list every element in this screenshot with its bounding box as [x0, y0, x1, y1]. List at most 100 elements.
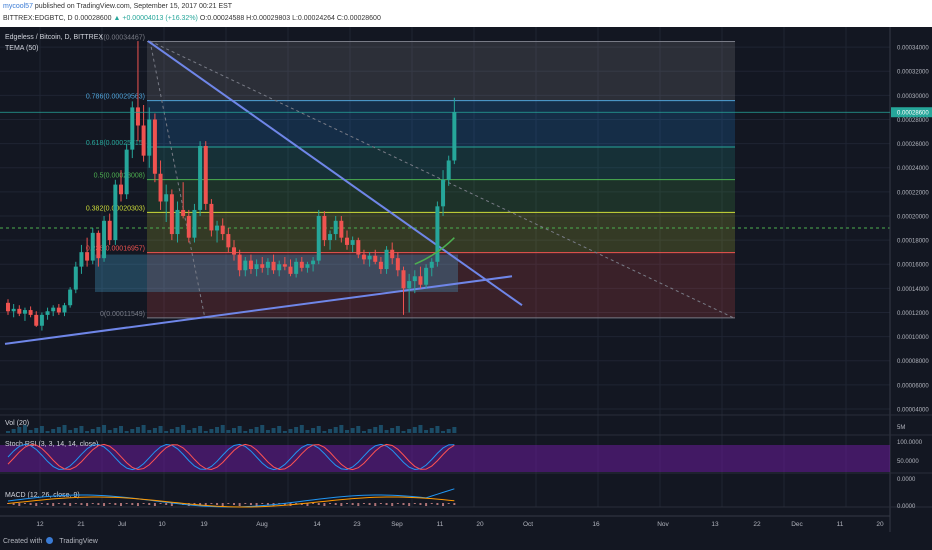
candle-body: [424, 267, 429, 285]
candle-body: [345, 237, 349, 245]
fib-zone: [147, 147, 735, 180]
candle-body: [265, 261, 270, 268]
candle-body: [294, 261, 299, 274]
macd-histogram-bar: [114, 503, 117, 505]
candle-body: [45, 311, 50, 315]
macd-histogram-bar: [402, 503, 405, 505]
macd-histogram-bar: [74, 503, 77, 504]
fib-zone: [147, 179, 735, 213]
author-link[interactable]: mycool57: [3, 3, 33, 10]
volume-bar: [356, 426, 361, 433]
volume-bar: [181, 425, 186, 433]
price-change: ▲ +0.00004013 (+16.32%): [113, 15, 198, 22]
macd-histogram-bar: [199, 503, 202, 505]
macd-legend: MACD (12, 26, close, 9): [5, 492, 80, 499]
stoch-d-line: [7, 443, 455, 471]
price-axis-tick: 0.00034000: [897, 46, 929, 52]
volume-bar: [316, 426, 321, 433]
chart-area[interactable]: 1(0.00034467) 0.786(0.00029563) 0.618(0.00…: [0, 27, 932, 550]
candle-body: [401, 270, 406, 289]
price-axis-tick: 0.00018000: [897, 239, 929, 245]
volume-bar: [107, 430, 112, 433]
published-text: published on TradingView.com, September …: [32, 3, 233, 10]
volume-bar: [243, 431, 248, 433]
candle-body: [395, 258, 400, 271]
candle-body: [130, 107, 135, 150]
macd-histogram-bar: [396, 503, 399, 504]
volume-bar: [220, 425, 225, 433]
fib-level-label: 0.786(0.00029563): [86, 94, 145, 101]
volume-bar: [390, 428, 395, 433]
signal-line: [7, 496, 455, 508]
candle-body: [361, 254, 366, 260]
tema-line: [414, 237, 455, 265]
macd-histogram-bar: [35, 503, 38, 506]
volume-bar: [169, 429, 174, 433]
volume-bar: [34, 428, 39, 433]
candle-body: [452, 112, 457, 161]
symbol-line: BITTREX:EDGBTC, D 0.00028600 ▲ +0.000040…: [3, 15, 381, 22]
time-axis-tick: Dec: [791, 521, 803, 528]
candle-body: [350, 240, 355, 245]
macd-histogram-bar: [80, 503, 83, 505]
fib-level-label: 1(0.00034467): [99, 34, 145, 41]
macd-histogram-bar: [91, 503, 94, 504]
candle-body: [209, 203, 214, 231]
stoch-axis-tick: 100.0000: [897, 440, 923, 446]
descending-trendline: [147, 40, 523, 307]
tradingview-logo-icon: [46, 537, 54, 544]
volume-bar: [429, 428, 434, 433]
volume-bar: [271, 428, 276, 433]
candle-body: [435, 206, 440, 262]
volume-bar: [260, 425, 265, 433]
volume-bar: [175, 427, 180, 433]
volume-bar: [282, 431, 287, 433]
volume-bar: [152, 428, 157, 433]
volume-bar: [147, 430, 152, 433]
volume-bar: [11, 429, 16, 433]
macd-histogram-bar: [368, 503, 371, 505]
macd-histogram-bar: [442, 503, 445, 506]
publication-line: mycool57 published on TradingView.com, S…: [3, 3, 232, 10]
macd-histogram-bar: [221, 503, 224, 506]
macd-histogram-bar: [334, 503, 337, 505]
volume-bar: [62, 425, 67, 433]
volume-bar: [288, 429, 293, 433]
stoch-legend: Stoch RSI (3, 3, 14, 14, close): [5, 441, 98, 448]
volume-bar: [130, 429, 135, 433]
time-axis-tick: 22: [753, 521, 761, 528]
macd-histogram-bar: [340, 503, 343, 506]
candle-body: [90, 232, 95, 261]
volume-bar: [345, 430, 349, 433]
stoch-axis-tick: 50.0000: [897, 459, 919, 465]
time-axis-tick: 20: [876, 521, 884, 528]
fib-level-label: 0.236(0.00016957): [86, 246, 145, 253]
volume-bar: [311, 428, 316, 433]
macd-histogram-bar: [379, 503, 382, 504]
price-axis-tick: 0.00006000: [897, 383, 929, 389]
candle-body: [85, 252, 90, 261]
fib-trend-dashed-line: [149, 40, 206, 319]
tradingview-brand[interactable]: TradingView: [59, 538, 98, 545]
macd-histogram-bar: [436, 503, 439, 505]
candle-body: [181, 209, 186, 216]
macd-histogram-bar: [165, 503, 168, 505]
price-chart[interactable]: 1(0.00034467) 0.786(0.00029563) 0.618(0.00…: [0, 27, 932, 532]
time-axis-tick: 12: [36, 521, 44, 528]
volume-bar: [328, 429, 333, 433]
candle-body: [79, 252, 84, 267]
macd-histogram-bar: [413, 503, 416, 504]
macd-histogram-bar: [23, 503, 26, 504]
volume-bar: [305, 430, 310, 433]
volume-bar: [452, 427, 457, 433]
volume-bar: [158, 426, 163, 433]
macd-axis-tick: 0.0000: [897, 504, 916, 510]
candle-body: [169, 194, 174, 235]
volume-bar: [424, 430, 429, 433]
symbol-info: BITTREX:EDGBTC, D 0.00028600: [3, 15, 112, 22]
volume-bar: [90, 429, 95, 433]
price-axis-tick: 0.00014000: [897, 287, 929, 293]
time-axis-tick: 13: [711, 521, 719, 528]
volume-bar: [135, 427, 140, 433]
macd-histogram-bar: [7, 503, 9, 504]
